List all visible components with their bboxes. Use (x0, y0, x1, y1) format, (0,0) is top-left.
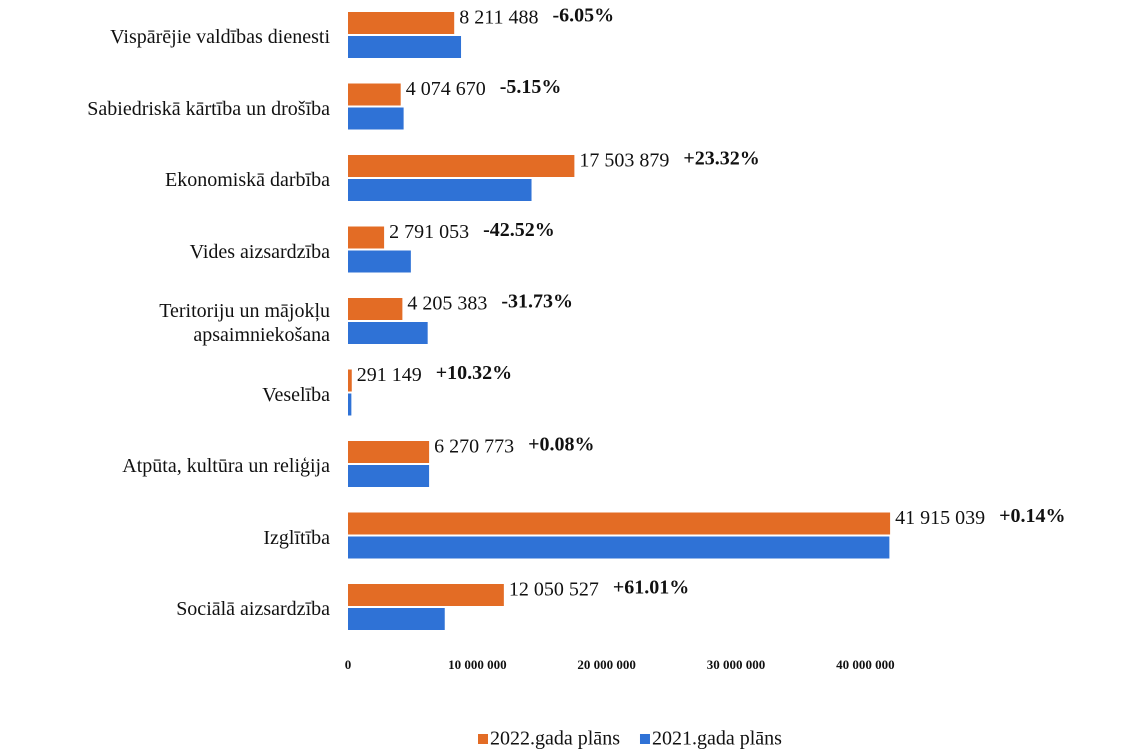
x-tick-label: 20 000 000 (577, 657, 636, 672)
legend-label: 2022.gada plāns (490, 728, 620, 750)
x-tick-label: 30 000 000 (707, 657, 766, 672)
value-label: 12 050 527 (509, 579, 599, 601)
value-label: 17 503 879 (579, 150, 669, 172)
x-tick-label: 0 (345, 657, 352, 672)
category-label: Izglītība (263, 526, 330, 549)
category-label: Vispārējie valdības dienesti (110, 26, 330, 48)
change-label: +0.08% (528, 434, 594, 456)
legend-swatch (478, 734, 488, 744)
category-label: Veselība (262, 383, 330, 406)
x-tick-label: 40 000 000 (836, 657, 895, 672)
value-label: 4 205 383 (407, 293, 487, 315)
change-label: -42.52% (483, 219, 555, 241)
category-label: Vides aizsardzība (189, 240, 330, 263)
value-label: 4 074 670 (406, 78, 486, 100)
value-label: 41 915 039 (895, 507, 985, 529)
category-label: Ekonomiskā darbība (165, 169, 330, 191)
bar (348, 393, 352, 416)
change-label: +0.14% (999, 505, 1065, 527)
bar (348, 298, 403, 320)
category-label: Teritoriju un mājokļu apsaimniekošana (159, 300, 330, 346)
value-label: 8 211 488 (459, 7, 538, 29)
bar (348, 512, 891, 535)
bar (348, 83, 401, 106)
bar (348, 465, 430, 487)
category-label: Sociālā aizsardzība (176, 598, 330, 620)
bar (348, 107, 404, 130)
bar (348, 250, 411, 273)
bar (348, 369, 352, 392)
change-label: +61.01% (613, 577, 689, 599)
value-label: 2 791 053 (389, 221, 469, 243)
legend-label: 2021.gada plāns (652, 728, 782, 750)
legend-swatch (639, 734, 650, 744)
bar (348, 441, 430, 463)
change-label: -31.73% (501, 291, 573, 313)
bar (348, 12, 455, 34)
value-label: 6 270 773 (434, 436, 514, 458)
category-label: Atpūta, kultūra un reliģija (122, 455, 330, 477)
bar (348, 155, 575, 177)
bar (348, 36, 462, 58)
change-label: -6.05% (552, 5, 614, 27)
bar (348, 608, 445, 630)
bar (348, 179, 532, 201)
category-label: Sabiedriskā kārtība un drošība (87, 97, 330, 120)
change-label: +10.32% (436, 362, 512, 384)
change-label: -5.15% (500, 76, 562, 98)
bar (348, 322, 428, 344)
change-label: +23.32% (683, 148, 759, 170)
x-tick-label: 10 000 000 (448, 657, 507, 672)
bar (348, 536, 890, 559)
value-label: 291 149 (357, 364, 422, 386)
bar (348, 226, 385, 249)
bar (348, 584, 504, 606)
